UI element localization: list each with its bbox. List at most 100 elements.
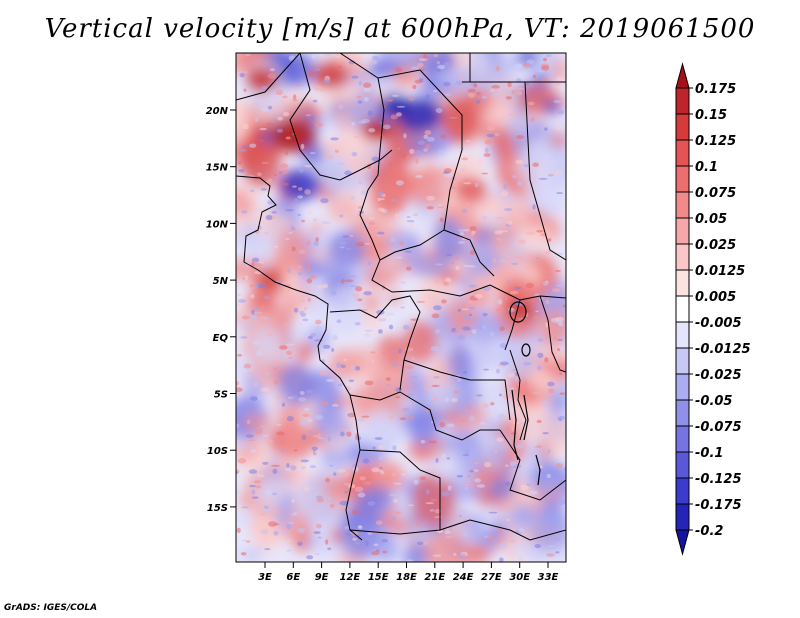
field-patch xyxy=(275,228,310,274)
field-speckle xyxy=(412,84,417,90)
field-speckle xyxy=(396,105,406,108)
field-speckle xyxy=(386,99,394,102)
field-speckle xyxy=(517,181,523,186)
colorbar-label: 0.075 xyxy=(695,186,736,201)
field-speckle xyxy=(541,77,548,84)
field-speckle xyxy=(426,205,434,210)
field-speckle xyxy=(360,60,366,63)
field-patch xyxy=(325,475,344,503)
field-speckle xyxy=(311,446,318,451)
field-speckle xyxy=(462,264,471,268)
field-speckle xyxy=(262,85,268,90)
field-speckle xyxy=(346,431,352,437)
field-speckle xyxy=(276,128,283,133)
field-speckle xyxy=(314,552,320,556)
field-speckle xyxy=(545,275,551,280)
field-speckle xyxy=(409,415,415,421)
field-speckle xyxy=(363,87,371,92)
field-speckle xyxy=(504,295,508,301)
field-speckle xyxy=(423,53,428,60)
field-speckle xyxy=(344,490,348,493)
field-speckle xyxy=(264,490,272,495)
field-speckle xyxy=(305,389,314,393)
field-speckle xyxy=(322,344,331,349)
field-speckle xyxy=(525,282,534,289)
field-patch xyxy=(435,68,462,85)
field-speckle xyxy=(246,419,251,425)
field-speckle xyxy=(409,148,415,155)
colorbar-label: 0.005 xyxy=(695,290,736,305)
field-speckle xyxy=(423,134,429,139)
field-speckle xyxy=(297,527,306,533)
field-speckle xyxy=(437,64,446,70)
field-speckle xyxy=(534,544,542,549)
field-speckle xyxy=(311,53,316,59)
field-speckle xyxy=(367,501,376,506)
field-speckle xyxy=(294,198,299,202)
field-speckle xyxy=(476,484,486,488)
field-speckle xyxy=(296,265,303,269)
field-speckle xyxy=(406,219,415,223)
field-speckle xyxy=(558,499,566,505)
field-speckle xyxy=(335,362,343,369)
colorbar: 0.175 0.15 0.125 0.1 0.075 0.05 0.025 0.0125 0.0… xyxy=(675,62,751,556)
field-speckle xyxy=(468,415,476,422)
field-speckle xyxy=(347,412,356,418)
field-speckle xyxy=(435,108,443,114)
colorbar-swatch xyxy=(675,295,690,323)
field-speckle xyxy=(344,279,354,283)
field-speckle xyxy=(537,338,544,342)
velocity-field xyxy=(236,53,566,562)
field-speckle xyxy=(371,551,380,556)
field-speckle xyxy=(286,268,291,274)
field-speckle xyxy=(546,473,552,479)
field-speckle xyxy=(389,262,396,268)
field-speckle xyxy=(542,432,549,435)
country-boundaries xyxy=(236,53,566,541)
field-speckle xyxy=(509,552,516,556)
field-speckle xyxy=(303,307,308,311)
field-speckle xyxy=(536,419,542,424)
field-speckle xyxy=(514,256,524,260)
field-speckle xyxy=(405,365,414,370)
field-speckle xyxy=(249,449,257,453)
field-speckle xyxy=(499,543,507,549)
field-speckle xyxy=(463,182,472,185)
field-speckle xyxy=(413,150,422,155)
field-speckle xyxy=(243,199,248,203)
field-speckle xyxy=(323,283,329,289)
field-speckle xyxy=(420,439,426,444)
field-speckle xyxy=(386,384,391,387)
field-speckle xyxy=(531,392,541,394)
field-speckle xyxy=(332,334,339,341)
field-speckle xyxy=(239,73,245,78)
field-speckle xyxy=(462,531,468,537)
field-speckle xyxy=(510,262,519,265)
field-speckle xyxy=(510,426,518,431)
field-speckle xyxy=(284,150,289,156)
field-speckle xyxy=(410,376,419,379)
field-patch xyxy=(397,318,411,332)
field-speckle xyxy=(351,75,359,79)
field-speckle xyxy=(249,189,255,192)
field-speckle xyxy=(432,554,442,557)
field-speckle xyxy=(265,214,273,221)
field-speckle xyxy=(468,306,476,310)
field-speckle xyxy=(445,535,453,538)
field-speckle xyxy=(268,521,277,527)
field-speckle xyxy=(348,379,355,383)
lakes xyxy=(509,301,541,486)
field-speckle xyxy=(553,336,557,341)
field-speckle xyxy=(293,84,303,87)
field-speckle xyxy=(483,153,491,157)
field-speckle xyxy=(526,426,536,429)
field-speckle xyxy=(557,347,561,352)
field-speckle xyxy=(336,162,346,166)
field-speckle xyxy=(325,154,334,159)
field-speckle xyxy=(325,539,329,545)
field-speckle xyxy=(314,122,324,128)
field-speckle xyxy=(258,546,263,549)
field-speckle xyxy=(294,307,299,313)
field-speckle xyxy=(453,390,460,394)
field-speckle xyxy=(535,257,540,259)
